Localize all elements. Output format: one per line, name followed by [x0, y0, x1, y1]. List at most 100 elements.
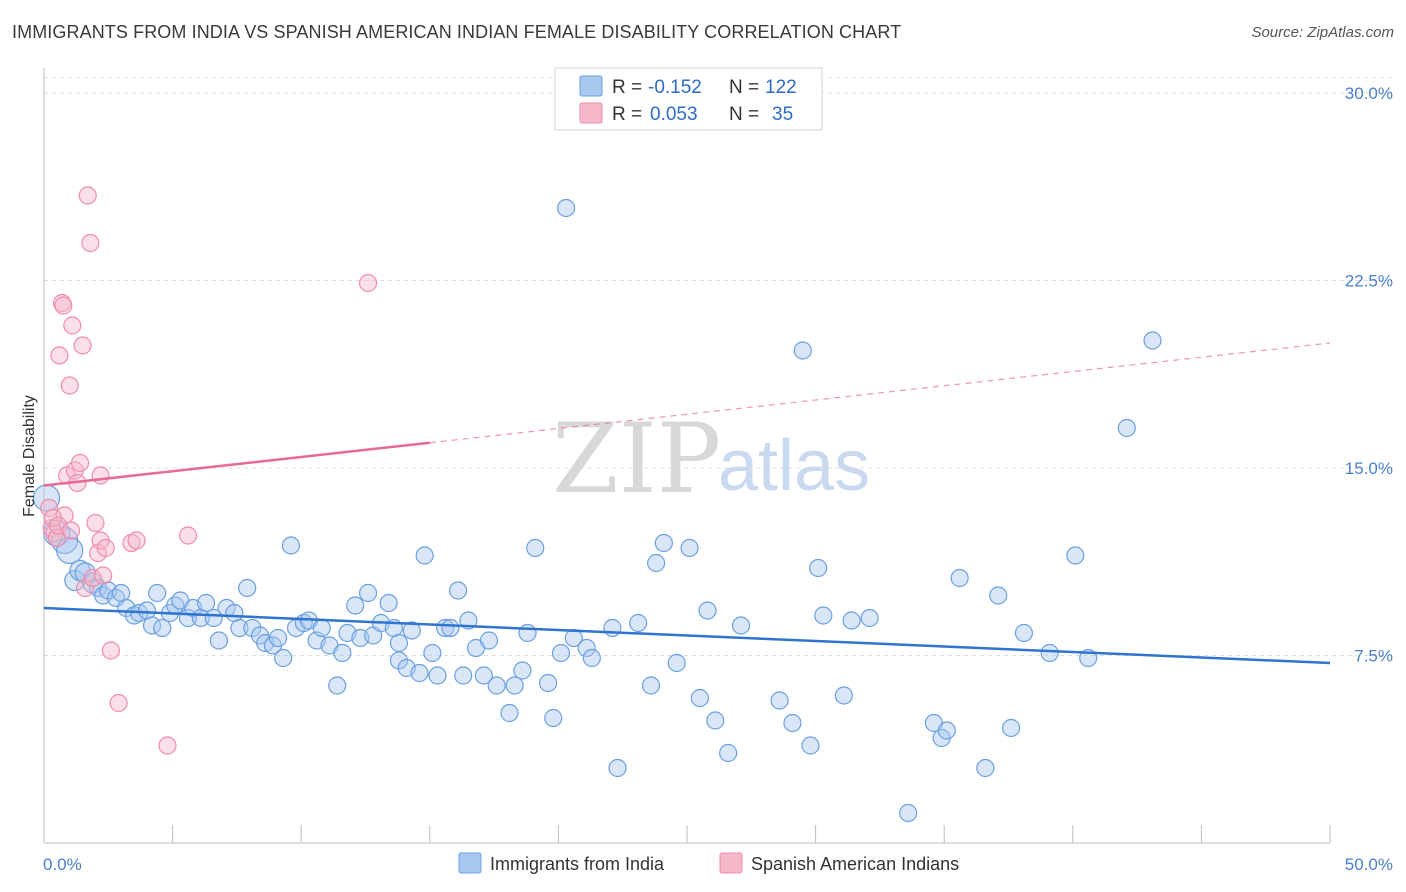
india-point-79: [551, 643, 571, 663]
india-point-97: [783, 713, 802, 733]
spanish-american-indian-point-16: [81, 233, 100, 253]
legend-r-value-spanish: 0.053: [650, 104, 698, 125]
watermark-atlas: atlas: [718, 426, 870, 506]
chart-title: IMMIGRANTS FROM INDIA VS SPANISH AMERICA…: [12, 22, 902, 42]
india-point-87: [647, 553, 666, 573]
x-tick-labels: 0.0% 50.0%: [43, 855, 1393, 874]
spanish-american-indian-point-13: [73, 336, 92, 355]
spanish-american-indian-point-29: [358, 273, 378, 293]
x-tick-marks: [43, 825, 1331, 843]
india-point-51: [358, 583, 378, 603]
india-point-117: [1143, 331, 1162, 350]
spanish-american-indian-point-14: [76, 578, 95, 598]
india-point-18: [148, 583, 167, 603]
legend-r-label-india: R =: [612, 77, 642, 98]
spanish-american-indian-point-24: [109, 693, 128, 713]
india-point-19: [153, 618, 172, 638]
india-point-91: [690, 688, 709, 708]
india-trend-line: [43, 606, 1331, 665]
india-point-60: [415, 546, 434, 565]
spanish-american-indian-point-28: [178, 526, 198, 545]
india-point-100: [814, 606, 833, 625]
india-point-94: [719, 743, 738, 763]
india-point-82: [582, 648, 601, 668]
y-tick-label-0: 7.5%: [1354, 647, 1393, 666]
watermark-zip: ZIP: [552, 403, 721, 515]
india-point-47: [333, 643, 352, 663]
bottom-legend-swatch-india: [458, 852, 482, 874]
spanish-american-indian-point-21: [94, 566, 113, 585]
legend-n-label-india: N =: [729, 77, 759, 98]
spanish-american-indian-trend-line: [43, 441, 430, 487]
legend-top: R = -0.152 N = 122 R = 0.053 N = 35: [554, 67, 823, 131]
india-point-28: [209, 631, 228, 650]
india-point-83: [603, 618, 622, 638]
india-point-54: [379, 593, 398, 613]
spanish-american-indian-point-6: [55, 506, 74, 525]
bottom-legend-label-spanish: Spanish American Indians: [751, 854, 959, 874]
y-tick-label-1: 15.0%: [1345, 459, 1393, 478]
legend-n-label-spanish: N =: [729, 104, 759, 125]
y-axis-label: Female Disability: [21, 395, 38, 517]
india-point-84: [608, 758, 627, 778]
data-points: [32, 186, 1162, 823]
india-point-73: [505, 676, 524, 695]
india-point-102: [842, 611, 861, 630]
india-point-88: [654, 533, 673, 553]
india-point-39: [281, 536, 301, 555]
india-point-110: [989, 586, 1008, 605]
india-point-26: [196, 593, 216, 613]
india-point-49: [346, 596, 365, 615]
india-point-120: [389, 633, 409, 653]
trend-lines: [43, 342, 1331, 665]
india-point-59: [410, 663, 429, 683]
india-point-78: [544, 708, 563, 728]
india-point-7: [82, 572, 104, 594]
india-point-89: [667, 653, 686, 673]
india-point-71: [487, 676, 506, 695]
india-point-119: [793, 341, 812, 360]
india-point-44: [312, 618, 331, 638]
india-point-37: [268, 628, 288, 648]
india-point-32: [238, 578, 257, 598]
watermark: ZIP atlas: [552, 403, 870, 515]
spanish-american-indian-point-22: [96, 538, 115, 558]
india-point-108: [950, 568, 969, 588]
india-point-72: [500, 703, 519, 723]
india-point-27: [204, 608, 223, 628]
india-point-85: [629, 613, 648, 633]
india-point-113: [1040, 643, 1059, 663]
india-point-111: [1001, 718, 1021, 738]
y-tick-labels: 7.5% 15.0% 22.5% 30.0%: [1345, 84, 1393, 666]
india-point-92: [698, 601, 717, 620]
india-point-104: [899, 803, 918, 823]
india-point-93: [706, 711, 725, 730]
spanish-american-indian-point-4: [50, 346, 69, 365]
india-point-95: [731, 616, 751, 635]
india-point-103: [860, 608, 879, 628]
india-point-46: [328, 676, 347, 695]
legend-r-label-spanish: R =: [612, 104, 642, 125]
source-credit: Source: ZipAtlas.com: [1251, 24, 1394, 41]
india-point-99: [809, 558, 828, 578]
india-point-86: [641, 676, 661, 695]
x-tick-label-1: 50.0%: [1345, 855, 1393, 874]
india-point-107: [937, 721, 956, 740]
spanish-american-indian-point-9: [63, 316, 82, 335]
india-point-101: [834, 686, 853, 705]
legend-bottom: Immigrants from India Spanish American I…: [458, 852, 959, 874]
spanish-american-indian-point-8: [60, 376, 79, 395]
india-point-31: [230, 618, 249, 638]
spanish-american-indian-point-12: [70, 453, 90, 473]
india-point-74: [513, 661, 532, 680]
legend-n-value-spanish: 35: [772, 104, 793, 125]
legend-swatch-spanish-american-indian: [579, 102, 603, 124]
spanish-american-indian-point-27: [158, 736, 177, 755]
india-point-98: [801, 736, 820, 755]
india-point-65: [448, 581, 468, 600]
india-point-112: [1014, 623, 1034, 643]
india-point-75: [518, 623, 537, 643]
india-point-90: [680, 538, 699, 558]
spanish-american-indian-trend-line-extension: [429, 342, 1331, 444]
